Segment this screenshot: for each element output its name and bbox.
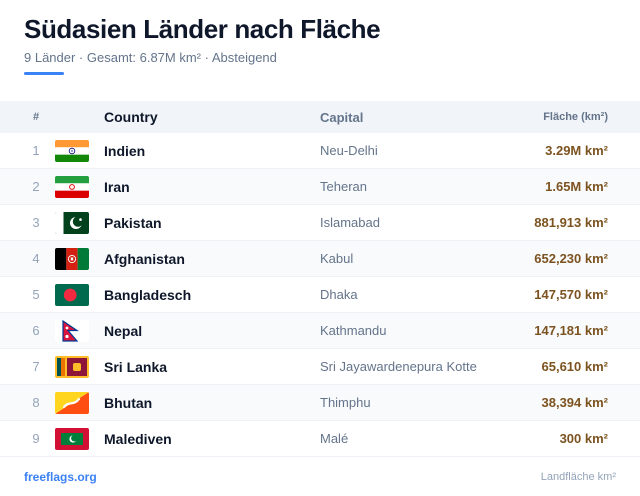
page-subtitle: 9 Länder · Gesamt: 6.87M km² · Absteigen… [24,50,277,65]
table-row[interactable]: 5 Bangladesch Dhaka 147,570 km² [0,277,640,313]
header: Südasien Länder nach Fläche 9 Länder · G… [24,12,616,75]
row-number: 3 [32,215,40,230]
country-name: Iran [104,178,130,195]
capital-name: Thimphu [320,395,371,410]
row-number: 7 [32,359,40,374]
capital-name: Malé [320,431,349,446]
capital-name: Kathmandu [320,323,387,338]
flag-pakistan-icon [55,211,89,234]
capital-name: Islamabad [320,215,380,230]
column-header-number[interactable]: # [32,111,40,123]
area-value: 38,394 km² [541,395,609,410]
flag-iran-icon [55,175,89,198]
page-title: Südasien Länder nach Fläche [24,14,381,44]
row-number: 9 [32,431,40,446]
table-row[interactable]: 7 Sri Lanka Sri Jayawardenepura Kotte 65… [0,349,640,385]
flag-afghanistan-icon [55,247,89,270]
area-value: 147,570 km² [534,287,608,302]
country-name: Bangladesch [104,286,192,303]
flag-bhutan-icon [55,391,89,414]
area-value: 300 km² [559,431,608,446]
table-row[interactable]: 1 Indien Neu-Delhi 3.29M km² [0,133,640,169]
capital-name: Dhaka [320,287,358,302]
row-number: 1 [32,143,40,158]
country-name: Nepal [104,322,143,339]
country-name: Malediven [104,430,172,447]
column-header-area[interactable]: Fläche (km²) [543,111,608,123]
table-header-row: # Country Capital Fläche (km²) [0,101,640,133]
row-number: 8 [32,395,40,410]
footer: freeflags.org Landfläche km² [24,470,616,484]
area-value: 147,181 km² [534,323,608,338]
column-header-flag-spacer [55,112,89,122]
flag-maldives-icon [55,427,89,450]
capital-name: Teheran [320,179,367,194]
column-header-country[interactable]: Country [104,109,158,125]
table-row[interactable]: 2 Iran Teheran 1.65M km² [0,169,640,205]
countries-table: # Country Capital Fläche (km²) 1 Indien … [0,101,640,457]
flag-sri-lanka-icon [55,355,89,378]
country-name: Bhutan [104,394,153,411]
source-link[interactable]: freeflags.org [24,470,97,484]
area-value: 3.29M km² [545,143,608,158]
table-row[interactable]: 4 Afghanistan Kabul 652,230 km² [0,241,640,277]
column-header-capital[interactable]: Capital [320,109,364,125]
table-row[interactable]: 3 Pakistan Islamabad 881,913 km² [0,205,640,241]
area-value: 881,913 km² [534,215,608,230]
unit-note: Landfläche km² [540,471,616,483]
row-number: 5 [32,287,40,302]
flag-nepal-icon [55,319,89,342]
flag-india-icon [55,139,89,162]
country-name: Afghanistan [104,250,185,267]
country-name: Indien [104,142,146,159]
table-row[interactable]: 8 Bhutan Thimphu 38,394 km² [0,385,640,421]
row-number: 6 [32,323,40,338]
country-name: Pakistan [104,214,162,231]
row-number: 2 [32,179,40,194]
capital-name: Neu-Delhi [320,143,378,158]
table-row[interactable]: 9 Malediven Malé 300 km² [0,421,640,457]
table-row[interactable]: 6 Nepal Kathmandu 147,181 km² [0,313,640,349]
country-name: Sri Lanka [104,358,168,375]
capital-name: Sri Jayawardenepura Kotte [320,359,477,374]
area-value: 1.65M km² [545,179,608,194]
flag-bangladesh-icon [55,283,89,306]
area-value: 652,230 km² [534,251,608,266]
area-value: 65,610 km² [541,359,609,374]
title-accent-bar [24,72,64,75]
capital-name: Kabul [320,251,354,266]
row-number: 4 [32,251,40,266]
